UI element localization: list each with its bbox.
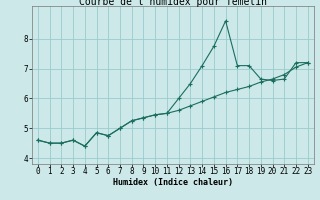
X-axis label: Humidex (Indice chaleur): Humidex (Indice chaleur) bbox=[113, 178, 233, 187]
Title: Courbe de l'humidex pour Temelin: Courbe de l'humidex pour Temelin bbox=[79, 0, 267, 7]
